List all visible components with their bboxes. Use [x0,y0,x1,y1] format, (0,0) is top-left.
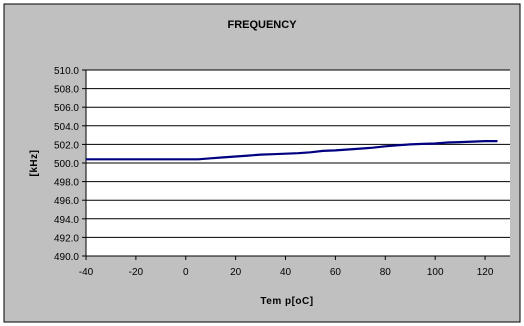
y-tick-label: 506.0 [54,103,79,114]
y-tick-label: 492.0 [54,233,79,244]
y-tick-label: 510.0 [54,66,79,77]
y-tick-label: 490.0 [54,252,79,263]
chart-title: FREQUENCY [227,19,297,31]
x-tick-label: 100 [427,267,444,278]
y-tick-label: 504.0 [54,122,79,133]
x-tick-label: 80 [380,267,392,278]
plot-area: 510.0 508.0 506.0 504.0 502.0 500.0 498.0 496.0… [54,66,510,278]
x-axis-label: Tem p[oC] [260,296,313,307]
series-line [86,140,498,161]
y-tick-label: 500.0 [54,159,79,170]
y-tick-label: 508.0 [54,85,79,96]
x-tick-label: 60 [330,267,342,278]
x-tick-label: 0 [183,267,189,278]
x-tick-label: 20 [230,267,242,278]
y-tick-label: 502.0 [54,140,79,151]
x-tick-label: 40 [280,267,292,278]
x-tick-label: 120 [477,267,494,278]
x-tick-label: -40 [79,267,94,278]
x-tick-label: -20 [129,267,144,278]
y-tick-label: 496.0 [54,196,79,207]
y-tick-label: 498.0 [54,178,79,189]
y-axis-label: [kHz] [29,150,40,177]
y-tick-label: 494.0 [54,215,79,226]
